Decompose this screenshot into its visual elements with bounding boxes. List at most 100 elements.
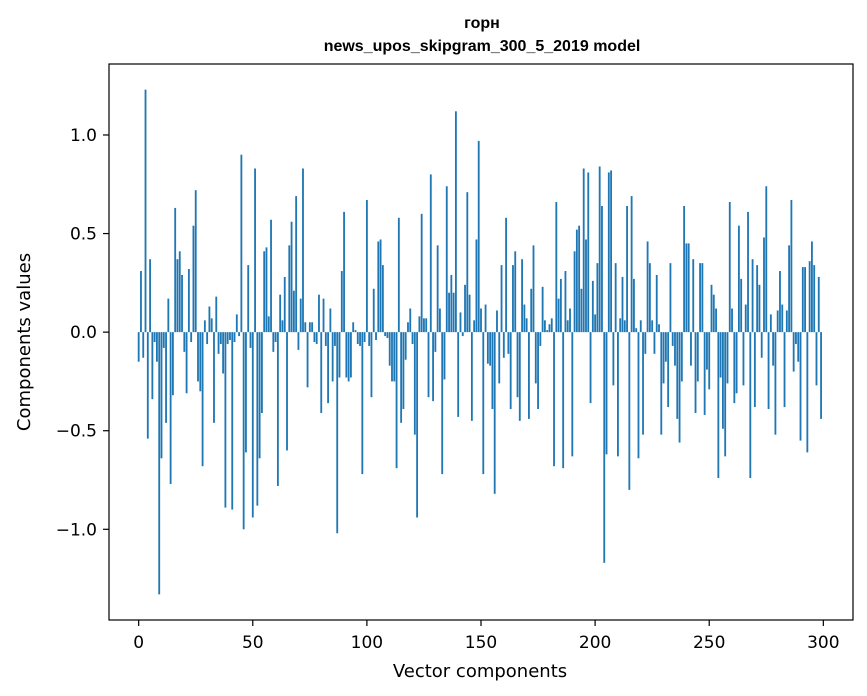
bar-238	[680, 332, 683, 382]
bar-65	[286, 332, 288, 451]
bar-240	[685, 243, 688, 333]
bar-62	[279, 294, 282, 333]
bar-185	[559, 278, 562, 333]
y-tick-label: 0.0	[70, 323, 97, 343]
bar-49	[249, 332, 252, 348]
bar-7	[153, 332, 156, 342]
bar-174	[534, 332, 537, 384]
bar-72	[302, 168, 304, 333]
bar-267	[747, 211, 749, 333]
bar-8	[156, 332, 158, 362]
bars-group	[137, 89, 822, 595]
bar-299	[820, 332, 822, 419]
bar-184	[557, 298, 560, 333]
bar-71	[299, 298, 302, 333]
bar-229	[660, 332, 663, 435]
bar-177	[541, 286, 544, 333]
bar-133	[441, 332, 444, 475]
bar-24	[192, 225, 195, 333]
bar-150	[480, 308, 482, 333]
bar-285	[788, 245, 791, 333]
bar-60	[274, 332, 277, 342]
bar-73	[304, 322, 307, 333]
bar-123	[418, 316, 421, 333]
bar-104	[375, 332, 377, 341]
bar-213	[623, 320, 626, 333]
bar-259	[728, 202, 731, 333]
bar-220	[639, 320, 642, 333]
bar-83	[327, 332, 330, 404]
bar-160	[502, 332, 505, 358]
x-tick-label: 200	[579, 633, 611, 653]
bar-194	[580, 288, 583, 333]
x-tick-label: 50	[242, 633, 264, 653]
bar-266	[744, 304, 747, 333]
bar-277	[769, 314, 772, 333]
x-tick-label: 0	[133, 633, 144, 653]
bar-113	[395, 332, 398, 469]
bar-168	[521, 259, 523, 333]
bar-74	[306, 332, 309, 388]
bar-242	[690, 332, 692, 366]
bar-11	[162, 332, 165, 348]
bar-23	[190, 332, 193, 342]
bar-249	[706, 332, 708, 370]
bar-68	[292, 290, 295, 333]
bar-44	[238, 332, 240, 337]
bar-159	[500, 265, 503, 333]
bar-284	[785, 310, 788, 333]
bar-138	[452, 292, 455, 333]
bar-279	[774, 332, 777, 435]
bar-16	[174, 207, 177, 333]
bar-275	[765, 186, 768, 333]
bar-287	[792, 332, 795, 372]
y-axis-ticks: −1.0 −0.5 0.0 0.5 1.0	[56, 126, 109, 540]
bar-224	[648, 263, 651, 333]
bar-51	[254, 168, 256, 333]
bar-205	[605, 332, 608, 455]
bar-18	[178, 251, 181, 333]
bar-265	[742, 332, 745, 386]
bar-170	[525, 318, 528, 333]
bar-247	[701, 263, 704, 333]
bar-120	[411, 332, 414, 344]
bar-130	[434, 332, 437, 352]
bar-132	[439, 308, 441, 333]
bar-209	[614, 263, 617, 333]
bar-56	[265, 247, 268, 333]
bar-20	[183, 332, 186, 352]
bar-199	[591, 280, 594, 333]
bar-31	[208, 306, 211, 333]
bar-21	[185, 332, 188, 394]
bar-257	[724, 332, 727, 457]
bar-93	[350, 332, 352, 378]
bar-186	[562, 332, 565, 469]
bar-89	[340, 271, 343, 333]
bar-219	[637, 332, 640, 459]
bar-1	[140, 271, 142, 333]
bar-179	[546, 330, 549, 333]
bar-77	[313, 332, 316, 342]
bar-97	[359, 332, 361, 346]
bar-198	[589, 332, 592, 404]
bar-231	[664, 332, 667, 362]
bar-222	[644, 332, 647, 354]
bar-211	[619, 318, 622, 333]
bar-246	[699, 263, 702, 333]
bar-183	[555, 202, 558, 333]
bar-86	[334, 332, 336, 346]
bar-272	[758, 284, 761, 333]
bar-181	[550, 318, 553, 333]
bar-233	[669, 263, 672, 333]
bar-36	[219, 332, 222, 344]
bar-256	[722, 332, 724, 429]
bar-34	[215, 296, 218, 333]
bar-161	[505, 217, 508, 333]
bar-26	[197, 332, 199, 382]
bar-46	[242, 332, 245, 530]
bar-149	[477, 140, 480, 333]
bar-227	[655, 274, 658, 333]
bar-59	[272, 332, 275, 352]
bar-127	[427, 332, 430, 398]
bar-261	[733, 332, 736, 404]
